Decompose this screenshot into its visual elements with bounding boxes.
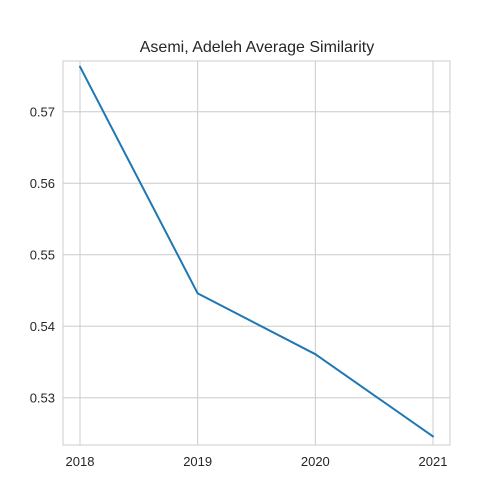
x-tick-label: 2020 <box>301 454 330 469</box>
y-axis: 0.53 0.54 0.55 0.56 0.57 <box>30 104 55 405</box>
data-point <box>79 66 81 68</box>
data-point <box>315 353 317 355</box>
y-tick-label: 0.53 <box>30 390 55 405</box>
x-axis: 2018 2019 2020 2021 <box>66 454 448 469</box>
chart-title: Asemi, Adeleh Average Similarity <box>140 39 374 56</box>
x-tick-label: 2018 <box>66 454 95 469</box>
y-tick-label: 0.55 <box>30 247 55 262</box>
data-point <box>432 436 434 438</box>
series-line <box>80 67 433 437</box>
y-tick-label: 0.56 <box>30 176 55 191</box>
grid <box>63 61 450 445</box>
x-tick-label: 2021 <box>419 454 448 469</box>
y-tick-label: 0.54 <box>30 319 55 334</box>
x-tick-label: 2019 <box>183 454 212 469</box>
y-tick-label: 0.57 <box>30 104 55 119</box>
data-point <box>197 293 199 295</box>
series-layer <box>79 66 434 437</box>
plot-frame <box>63 61 450 445</box>
